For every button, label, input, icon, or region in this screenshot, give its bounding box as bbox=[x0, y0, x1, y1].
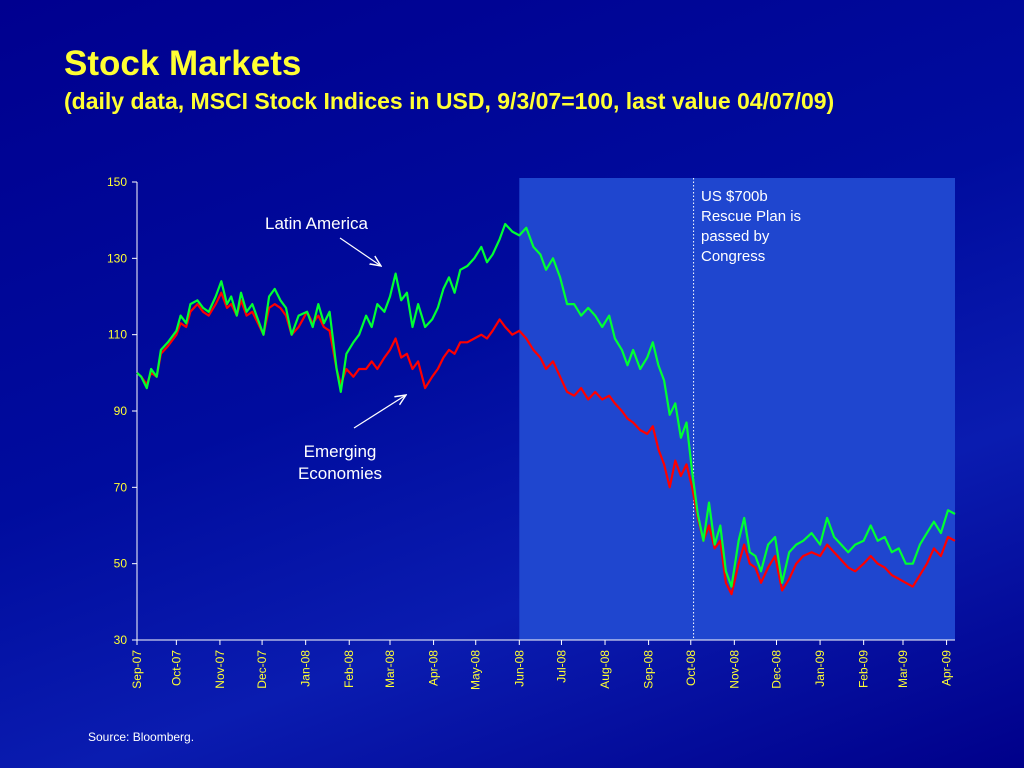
x-tick-label: Aug-08 bbox=[598, 650, 612, 689]
x-tick-label: Jul-08 bbox=[554, 650, 568, 683]
y-tick-label: 110 bbox=[108, 328, 127, 342]
emerging-economies-label: Emerging Economies bbox=[282, 441, 398, 485]
emerging-economies-arrow bbox=[353, 395, 406, 429]
y-tick-label: 150 bbox=[107, 175, 127, 189]
x-tick-label: Mar-09 bbox=[896, 650, 910, 688]
emerging-economies-label-line2: Economies bbox=[297, 464, 383, 483]
x-tick-label: Jun-08 bbox=[512, 650, 526, 687]
latin-america-label: Latin America bbox=[265, 214, 368, 233]
x-tick-label: Sep-08 bbox=[642, 650, 656, 689]
x-tick-label: Dec-08 bbox=[770, 650, 784, 689]
x-tick-label: Mar-08 bbox=[383, 650, 397, 688]
x-tick-label: Apr-08 bbox=[427, 650, 441, 686]
x-tick-label: Feb-08 bbox=[342, 650, 356, 688]
y-tick-label: 130 bbox=[107, 251, 127, 265]
y-tick-label: 50 bbox=[114, 557, 128, 571]
x-tick-label: Nov-08 bbox=[727, 650, 741, 689]
slide-title: Stock Markets bbox=[64, 44, 302, 83]
rescue-plan-label-line4: Congress bbox=[701, 248, 766, 265]
series-line-latin-america bbox=[136, 222, 956, 588]
slide-subtitle: (daily data, MSCI Stock Indices in USD, … bbox=[64, 88, 835, 114]
x-tick-label: Dec-07 bbox=[255, 650, 269, 689]
y-tick-label: 30 bbox=[114, 633, 128, 647]
x-tick-label: Jan-08 bbox=[299, 650, 313, 687]
emerging-economies-label-line1: Emerging bbox=[303, 442, 377, 461]
x-tick-label: May-08 bbox=[469, 650, 483, 690]
x-tick-label: Nov-07 bbox=[213, 650, 227, 689]
shaded-region bbox=[519, 178, 955, 640]
x-tick-label: Feb-09 bbox=[857, 650, 871, 688]
x-tick-label: Sep-07 bbox=[130, 650, 144, 689]
x-tick-label: Oct-08 bbox=[684, 650, 698, 686]
source-note: Source: Bloomberg. bbox=[88, 730, 195, 744]
rescue-plan-label-line2: Rescue Plan is bbox=[701, 208, 802, 225]
rescue-plan-label-line1: US $700b bbox=[701, 188, 768, 205]
y-tick-label: 90 bbox=[114, 404, 128, 418]
x-tick-label: Oct-07 bbox=[169, 650, 183, 686]
x-tick-label: Apr-09 bbox=[940, 650, 954, 686]
x-tick-label: Jan-09 bbox=[813, 650, 827, 687]
y-tick-label: 70 bbox=[114, 480, 128, 494]
series-line-emerging-economies bbox=[136, 291, 956, 596]
rescue-plan-label: US $700b Rescue Plan is passed by Congre… bbox=[701, 187, 801, 267]
rescue-plan-label-line3: passed by bbox=[701, 228, 770, 245]
latin-america-arrow bbox=[339, 237, 381, 266]
